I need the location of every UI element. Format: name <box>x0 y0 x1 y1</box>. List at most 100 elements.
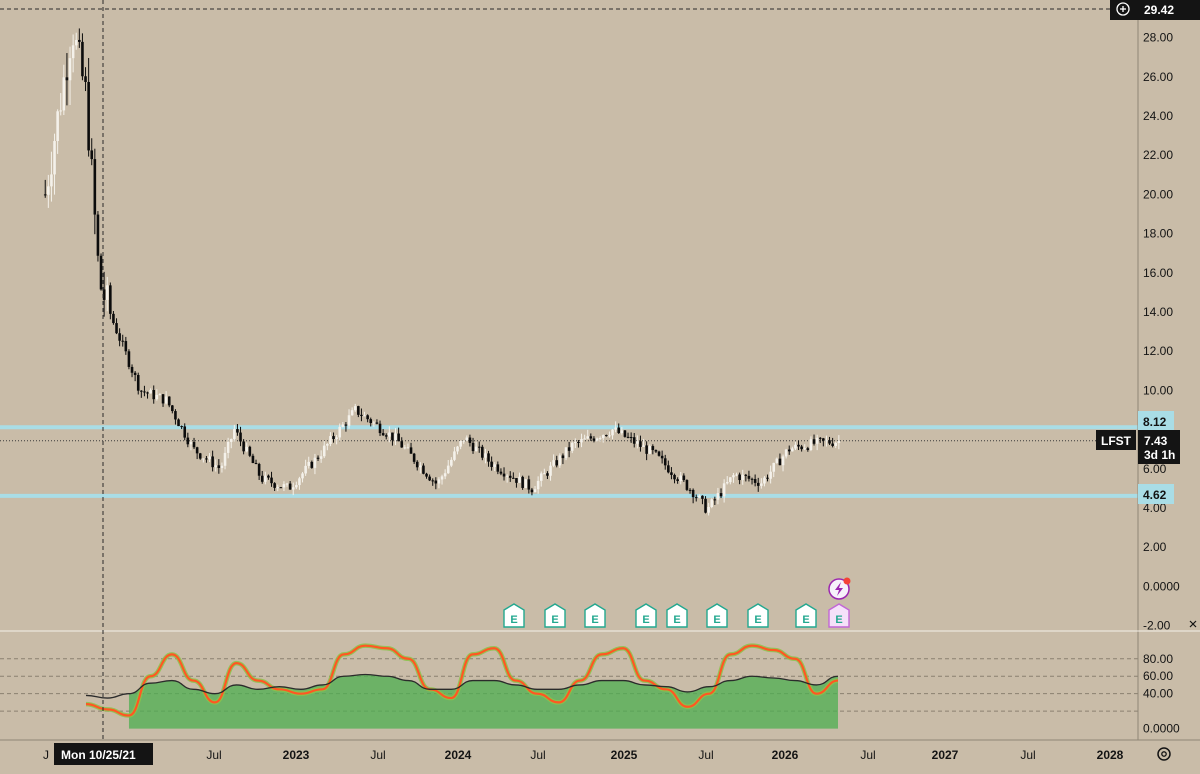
earnings-badge[interactable]: E <box>584 603 606 628</box>
candle-body <box>273 483 276 488</box>
lightning-icon[interactable] <box>828 577 851 600</box>
indicator-pane[interactable] <box>0 643 1138 729</box>
candle-body <box>660 455 664 459</box>
candle-body <box>691 489 695 498</box>
close-icon[interactable] <box>1189 620 1197 628</box>
candle-body <box>68 58 72 81</box>
candle-body <box>419 465 422 468</box>
candle-body <box>477 446 481 448</box>
candle-body <box>353 406 357 411</box>
time-tick-label: 2025 <box>611 748 638 762</box>
earnings-badge[interactable]: E <box>706 603 728 628</box>
candle-body <box>288 483 292 490</box>
candle-body <box>570 442 574 451</box>
candle-body <box>233 429 236 440</box>
candle-body <box>291 487 295 490</box>
candle-body <box>760 483 763 486</box>
candle-body <box>282 484 286 488</box>
price-axis[interactable]: 28.00 26.00 24.00 22.00 20.00 18.00 16.00 14.00… <box>1143 31 1180 633</box>
candle-body <box>372 422 376 424</box>
candle-body <box>260 475 264 482</box>
candle-body <box>415 461 419 468</box>
candle-body <box>335 437 338 439</box>
plus-circle-icon[interactable] <box>1116 2 1130 16</box>
candle-body <box>127 351 131 367</box>
earnings-badge[interactable]: E <box>795 603 817 628</box>
candle-body <box>84 76 87 82</box>
candle-body <box>298 478 301 486</box>
candle-body <box>735 474 738 476</box>
candle-body <box>834 442 838 446</box>
candle-body <box>43 194 47 196</box>
candle-body <box>744 474 748 476</box>
interval-label: 3d 1h <box>1144 448 1175 462</box>
candle-body <box>189 442 193 445</box>
candle-body <box>555 460 559 466</box>
candle-body <box>360 414 363 416</box>
earnings-badge[interactable]: E <box>828 603 850 628</box>
candle-body <box>205 458 208 460</box>
price-pane[interactable] <box>0 28 1138 516</box>
earnings-badge[interactable]: E <box>503 603 525 628</box>
candle-body <box>65 77 69 81</box>
earnings-badge[interactable]: E <box>747 603 769 628</box>
price-tick-label: 4.00 <box>1143 501 1167 515</box>
svg-text:E: E <box>551 614 558 626</box>
candle-body <box>518 476 521 483</box>
price-tick-label: 22.00 <box>1143 148 1173 162</box>
candle-body <box>580 439 583 443</box>
candle-body <box>71 45 75 59</box>
earnings-badge[interactable]: E <box>635 603 657 628</box>
candle-body <box>670 472 673 475</box>
svg-text:E: E <box>673 614 680 626</box>
candle-body <box>688 489 692 491</box>
candle-body <box>750 478 754 480</box>
candle-body <box>112 313 115 324</box>
candle-body <box>815 437 819 444</box>
candle-body <box>508 475 512 478</box>
candle-body <box>787 449 791 452</box>
candle-body <box>704 498 707 513</box>
earnings-badge[interactable]: E <box>544 603 566 628</box>
stoch-line <box>85 644 839 717</box>
time-axis[interactable]: J Jul 2023 Jul 2024 Jul 2025 Jul 2026 Jul 2027 Jul 2… <box>43 748 1124 762</box>
price-tick-label: 20.00 <box>1143 187 1173 201</box>
candle-body <box>366 415 369 420</box>
candle-body <box>211 456 214 468</box>
candle-body <box>279 487 283 489</box>
candle-body <box>698 495 701 498</box>
candle-body <box>143 391 146 393</box>
candle-body <box>818 437 822 439</box>
candle-body <box>450 459 453 466</box>
candle-body <box>515 478 518 483</box>
candle-body <box>208 456 211 460</box>
candle-body <box>725 482 729 484</box>
indicator-tick-label: 40.00 <box>1143 687 1173 701</box>
candle-body <box>707 507 710 513</box>
candle-body <box>502 473 506 477</box>
candle-body <box>115 323 118 334</box>
price-tick-label: 28.00 <box>1143 31 1173 45</box>
candle-body <box>719 493 723 497</box>
candle-body <box>496 464 500 472</box>
candle-body <box>81 41 84 77</box>
candle-body <box>422 465 425 474</box>
candle-body <box>78 39 81 42</box>
candle-body <box>701 495 704 499</box>
price-tick-label: 26.00 <box>1143 70 1173 84</box>
candle-body <box>248 446 252 456</box>
candle-body <box>347 415 351 426</box>
settings-icon[interactable] <box>1157 747 1171 761</box>
indicator-axis[interactable]: 80.00 60.00 40.00 0.0000 <box>1143 652 1180 736</box>
time-tick-label: 2028 <box>1097 748 1124 762</box>
candle-body <box>462 440 466 442</box>
earnings-badge[interactable]: E <box>666 603 688 628</box>
candle-body <box>837 440 841 443</box>
candle-body <box>716 493 720 500</box>
candle-body <box>468 437 472 443</box>
candle-body <box>710 499 714 508</box>
candle-body <box>530 489 534 493</box>
level-tag-high: 8.12 <box>1138 411 1174 431</box>
